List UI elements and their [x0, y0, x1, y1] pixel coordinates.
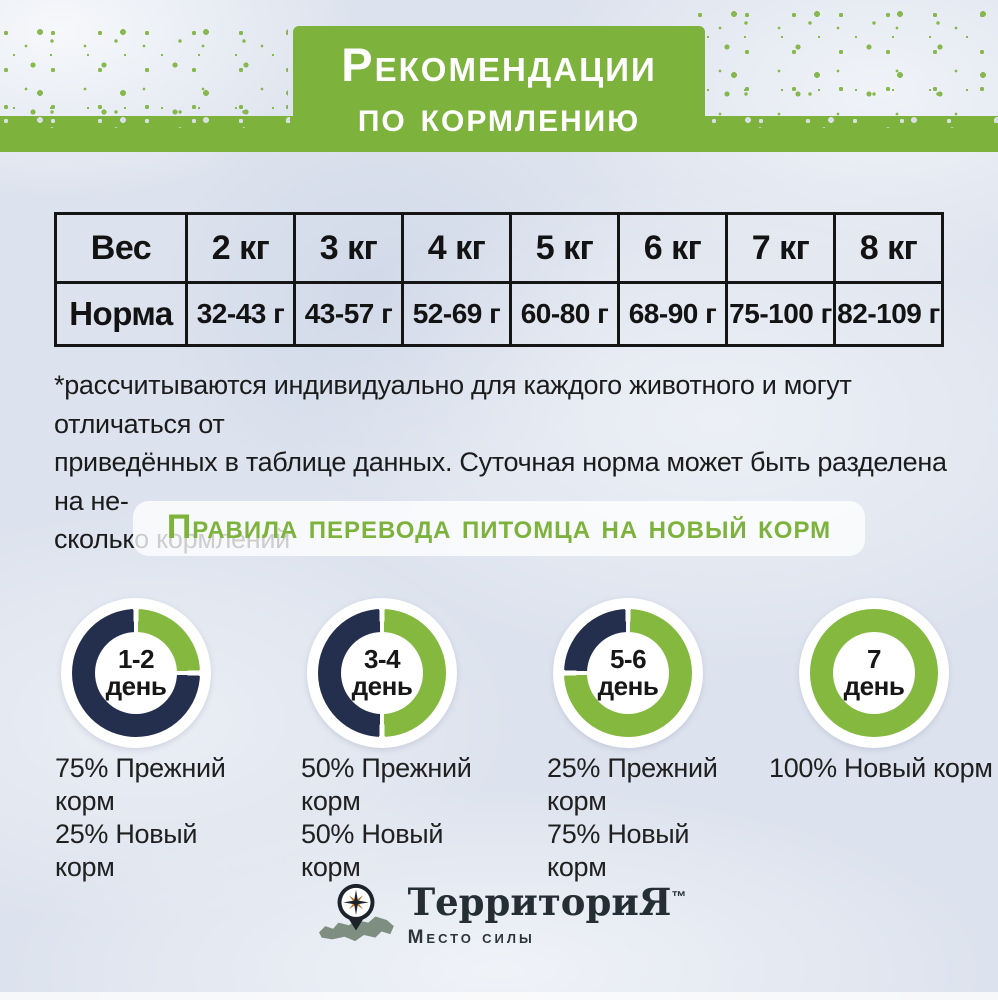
table-header-2kg: 2 кг	[185, 212, 296, 284]
table-norm-7kg: 75-100 г	[725, 281, 836, 347]
feeding-table-norm-row: Норма 32-43 г 43-57 г 52-69 г 60-80 г 68…	[54, 281, 944, 347]
table-footnote: *рассчитываются индивидуально для каждог…	[54, 366, 964, 559]
page-title: Рекомендации по кормлению	[293, 38, 705, 142]
donut-center-label: 3-4 день	[341, 632, 423, 714]
brand-name: ТерриториЯ™	[408, 884, 687, 921]
donut-center-label: 1-2 день	[95, 632, 177, 714]
donut-ring-day-3-4: 3-4 день	[318, 609, 446, 737]
mix-label: 100% Новый корм	[769, 753, 993, 783]
donut-day-1-2: 1-2 день	[13, 598, 259, 748]
table-header-7kg: 7 кг	[725, 212, 836, 284]
brand-tagline: Место силы	[407, 927, 535, 948]
mix-label: 25% Прежний корм	[547, 753, 718, 816]
compass-map-icon	[318, 883, 394, 942]
feeding-table-header-row: Вес 2 кг 3 кг 4 кг 5 кг 6 кг 7 кг 8 кг	[54, 212, 944, 284]
table-header-8kg: 8 кг	[833, 212, 944, 284]
donut-day-word: день	[597, 671, 659, 701]
donut-day-3-4: 3-4 день	[259, 598, 505, 748]
table-header-3kg: 3 кг	[293, 212, 404, 284]
donut-labels-day-3-4: 50% Прежний корм 50% Новый корм	[259, 752, 505, 884]
transition-title: Правила перевода питомца на новый корм	[132, 501, 866, 556]
donut-ring-day-5-6: 5-6 день	[564, 609, 692, 737]
banner-speckles-right	[694, 6, 998, 128]
transition-title-pill: Правила перевода питомца на новый корм	[0, 501, 998, 556]
table-header-4kg: 4 кг	[401, 212, 512, 284]
donut-day-5-6: 5-6 день	[505, 598, 751, 748]
donut-day-word: день	[351, 671, 413, 701]
donut-ring-day-1-2: 1-2 день	[72, 609, 200, 737]
mix-label: 75% Новый корм	[547, 819, 690, 882]
feeding-table: Вес 2 кг 3 кг 4 кг 5 кг 6 кг 7 кг 8 кг Н…	[54, 212, 944, 347]
table-header-6kg: 6 кг	[617, 212, 728, 284]
donut-label-row: 75% Прежний корм 25% Новый корм 50% Преж…	[13, 752, 997, 884]
brand-text: ТерриториЯ™ Место силы	[408, 874, 687, 949]
donut-day-range: 1-2	[117, 643, 155, 674]
banner-speckles-left	[0, 24, 288, 128]
donut-day-range: 7	[867, 643, 881, 674]
banner-erosion-left	[0, 112, 290, 128]
donut-labels-day-7: 100% Новый корм	[751, 752, 997, 884]
donut-badge: 5-6 день	[553, 598, 703, 748]
donut-day-7: 7 день	[751, 598, 997, 748]
footnote-line1: *рассчитываются индивидуально для каждог…	[54, 370, 852, 439]
donut-day-word: день	[843, 671, 905, 701]
table-norm-4kg: 52-69 г	[401, 281, 512, 347]
table-norm-6kg: 68-90 г	[617, 281, 728, 347]
brand-logo: ТерриториЯ™ Место силы	[0, 874, 998, 966]
bottom-light-strip	[0, 992, 998, 1000]
table-header-5kg: 5 кг	[509, 212, 620, 284]
donut-center-label: 5-6 день	[587, 632, 669, 714]
table-norm-8kg: 82-109 г	[833, 281, 944, 347]
table-norm-3kg: 43-57 г	[293, 281, 404, 347]
donut-badge: 1-2 день	[61, 598, 211, 748]
donut-center-label: 7 день	[833, 632, 915, 714]
donut-chart-row: 1-2 день 3-4 день 5-6	[13, 598, 997, 748]
table-header-weight: Вес	[54, 212, 188, 284]
brand-name-text: ТерриториЯ	[407, 880, 672, 924]
donut-day-range: 3-4	[363, 643, 401, 674]
table-norm-5kg: 60-80 г	[509, 281, 620, 347]
table-norm-label: Норма	[54, 281, 188, 347]
mix-label: 25% Новый корм	[55, 819, 198, 882]
mix-label: 50% Новый корм	[301, 819, 444, 882]
table-norm-2kg: 32-43 г	[185, 281, 296, 347]
page-title-line1: Рекомендации	[341, 38, 657, 91]
donut-day-range: 5-6	[609, 643, 647, 674]
page-title-line2: по кормлению	[357, 92, 641, 141]
donut-labels-day-1-2: 75% Прежний корм 25% Новый корм	[13, 752, 259, 884]
mix-label: 50% Прежний корм	[301, 753, 472, 816]
donut-day-word: день	[105, 671, 167, 701]
mix-label: 75% Прежний корм	[55, 753, 226, 816]
header-banner: Рекомендации по кормлению	[293, 26, 705, 152]
donut-badge: 7 день	[799, 598, 949, 748]
donut-labels-day-5-6: 25% Прежний корм 75% Новый корм	[505, 752, 751, 884]
banner-erosion-right	[708, 112, 998, 128]
trademark-symbol: ™	[671, 888, 687, 906]
donut-ring-day-7: 7 день	[810, 609, 938, 737]
donut-badge: 3-4 день	[307, 598, 457, 748]
footnote-line2: приведённых в таблице данных. Суточная н…	[54, 447, 947, 516]
